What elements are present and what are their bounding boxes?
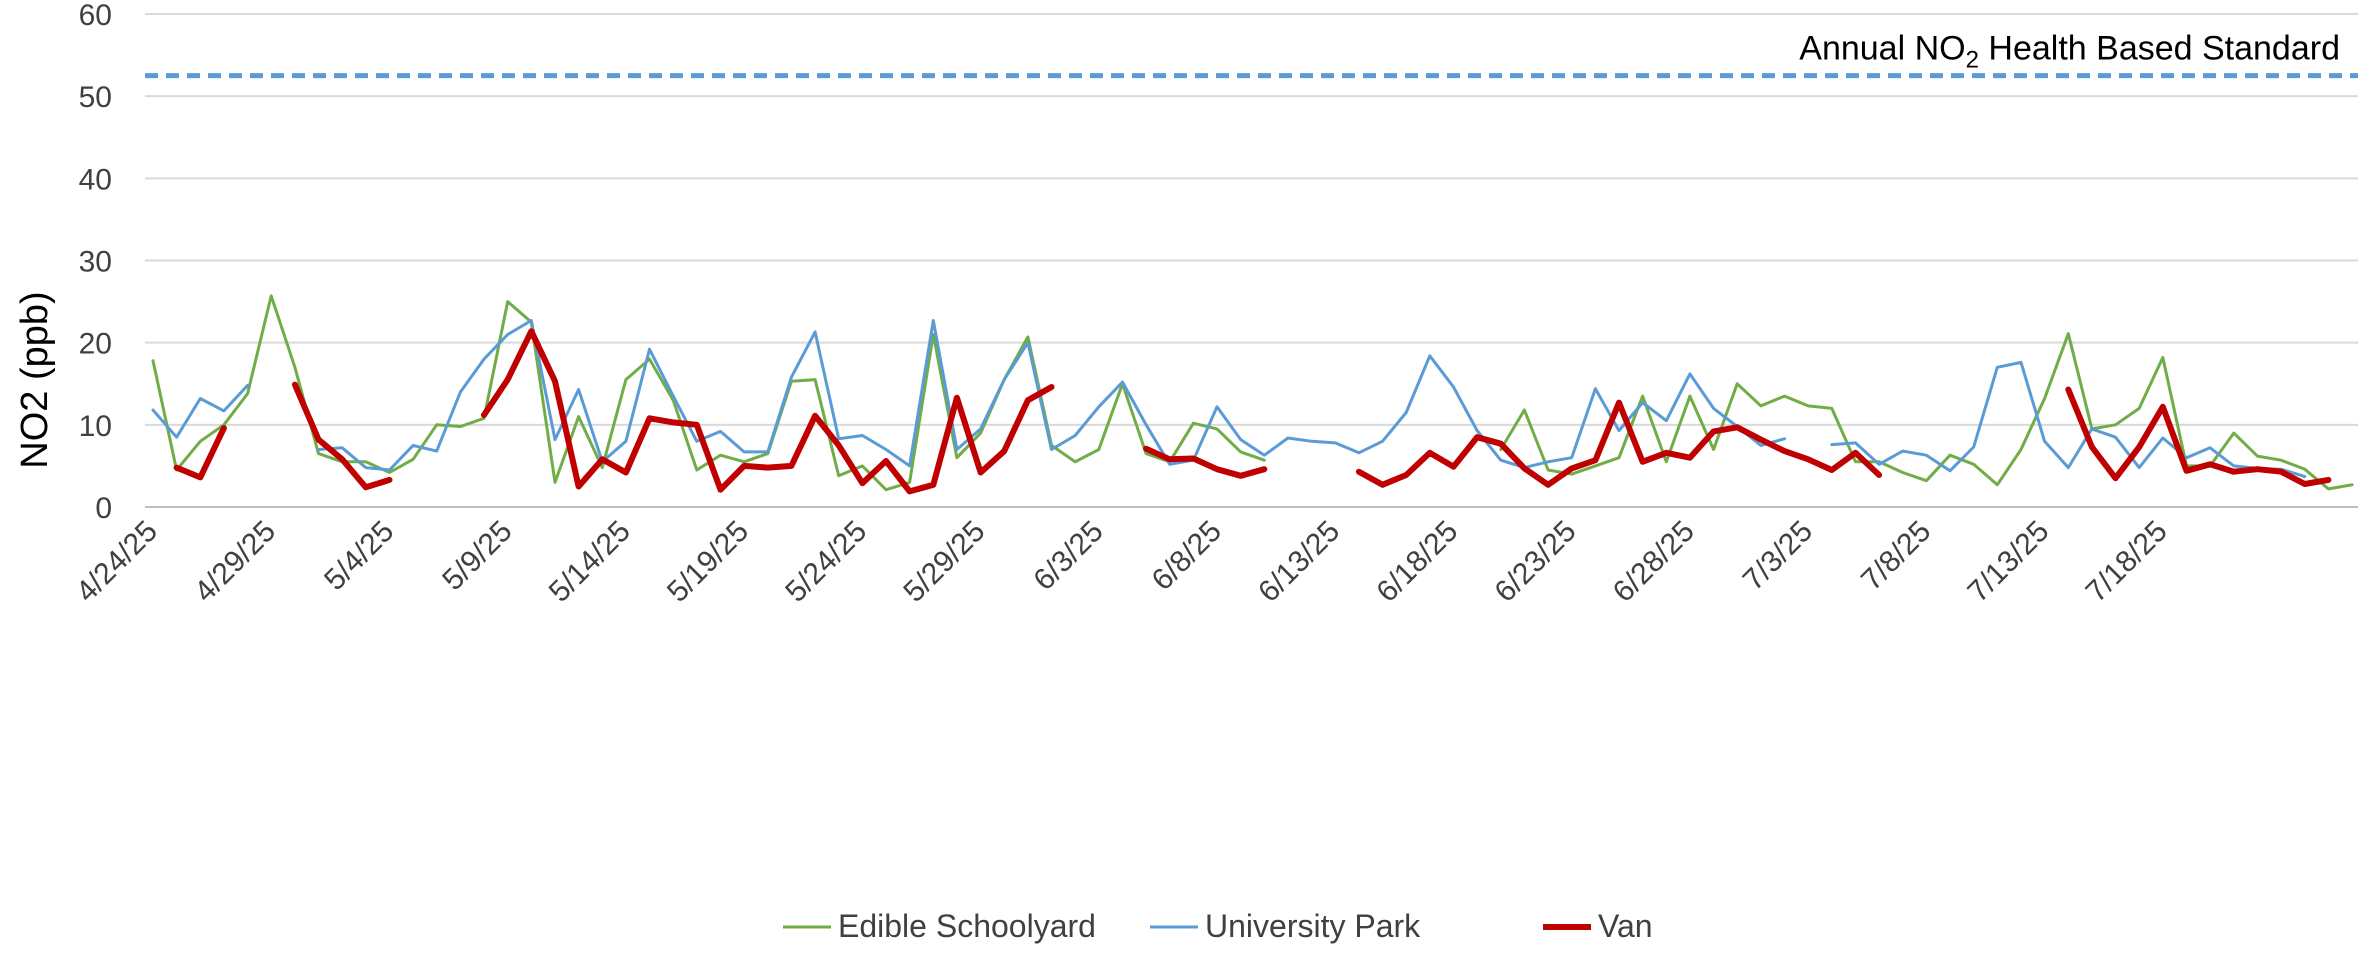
x-tick-label: 6/28/25 — [1607, 515, 1701, 609]
x-tick-label: 7/13/25 — [1961, 515, 2055, 609]
reference-line-label: Annual NO2 Health Based Standard — [1799, 30, 2340, 74]
reference-label-rest: Health Based Standard — [1979, 30, 2340, 68]
x-tick-label: 6/23/25 — [1489, 515, 1583, 609]
x-tick-label: 5/4/25 — [318, 515, 400, 597]
x-tick-label: 7/3/25 — [1737, 515, 1819, 597]
legend: Edible Schoolyard University Park Van — [783, 908, 1653, 944]
y-tick-label: 0 — [95, 492, 112, 525]
series-line-university-park — [151, 319, 2307, 479]
reference-label-subscript: 2 — [1966, 47, 1979, 74]
y-tick-label: 10 — [79, 410, 112, 443]
x-tick-label: 5/9/25 — [436, 515, 518, 597]
gridlines — [145, 13, 2358, 426]
x-tick-label: 6/8/25 — [1146, 515, 1228, 597]
x-tick-label: 6/13/25 — [1252, 515, 1346, 609]
series-line-van — [173, 328, 2332, 495]
series-group — [151, 294, 2354, 495]
x-tick-label: 7/8/25 — [1855, 515, 1937, 597]
x-tick-label: 5/29/25 — [897, 515, 991, 609]
x-tick-label: 5/14/25 — [543, 515, 637, 609]
y-axis-label: NO2 (ppb) — [14, 291, 56, 468]
y-tick-label: 50 — [79, 81, 112, 114]
y-tick-label: 40 — [79, 163, 112, 196]
legend-label-edible-schoolyard: Edible Schoolyard — [838, 908, 1096, 944]
y-tick-label: 30 — [79, 246, 112, 279]
legend-label-university-park: University Park — [1205, 908, 1421, 944]
x-tick-label: 6/3/25 — [1027, 515, 1109, 597]
x-tick-label: 4/24/25 — [70, 515, 164, 609]
x-tick-label: 4/29/25 — [188, 515, 282, 609]
x-tick-label: 7/18/25 — [2080, 515, 2174, 609]
legend-label-van: Van — [1598, 908, 1653, 944]
reference-label-main: Annual NO — [1799, 30, 1965, 68]
y-tick-label: 20 — [79, 328, 112, 361]
y-tick-label: 60 — [79, 0, 112, 32]
y-tick-labels: 0 10 20 30 40 50 60 — [79, 0, 112, 525]
x-tick-label: 6/18/25 — [1370, 515, 1464, 609]
x-tick-labels: 4/24/25 4/29/25 5/4/25 5/9/25 5/14/25 5/19/25… — [70, 515, 2174, 609]
x-tick-label: 5/19/25 — [661, 515, 755, 609]
series-line-edible-schoolyard — [151, 294, 2354, 492]
x-tick-label: 5/24/25 — [779, 515, 873, 609]
